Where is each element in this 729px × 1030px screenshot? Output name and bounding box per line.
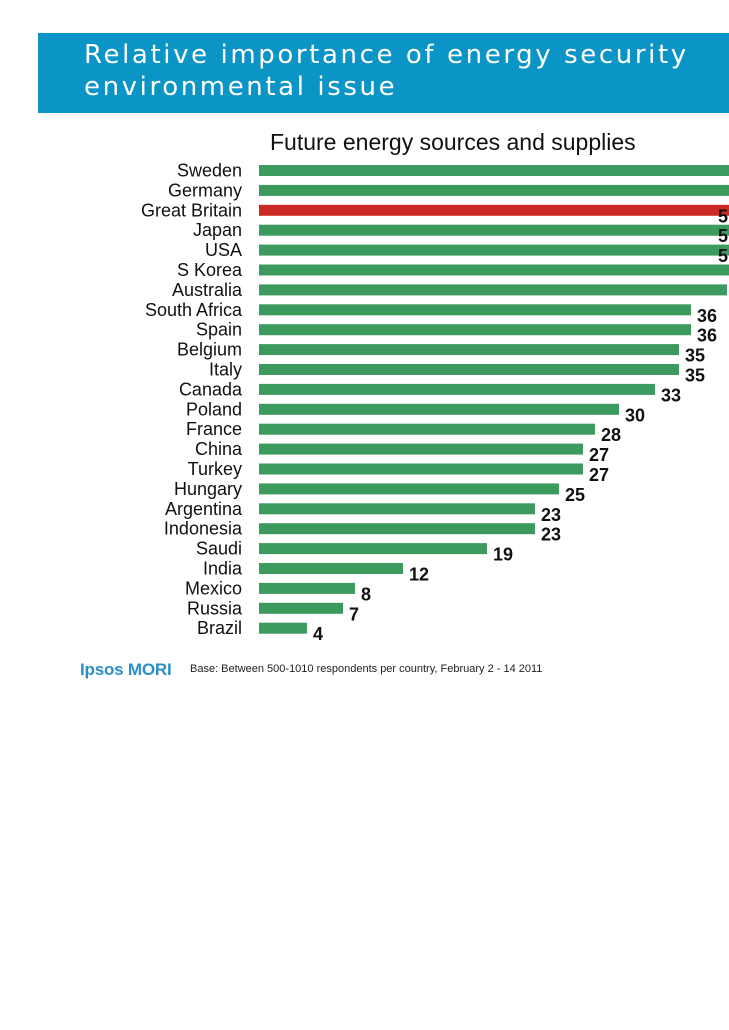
value-label: 5 [718,246,728,266]
category-label: Russia [187,598,243,618]
bar-india [259,563,403,574]
title-banner: Relative importance of energy security e… [38,33,729,113]
base-note: Base: Between 500-1010 respondents per c… [190,663,543,675]
category-label: India [203,559,243,579]
value-label: 23 [541,505,561,525]
value-label: 27 [589,445,609,465]
page-title: Relative importance of energy security e… [84,40,689,102]
category-label: Sweden [177,161,242,181]
category-label: Poland [186,399,242,419]
category-label: Saudi [196,539,242,559]
bar-france [259,423,595,435]
category-label: Spain [196,320,242,340]
category-label: S Korea [177,260,243,280]
category-label: France [186,419,242,439]
category-label: Italy [209,360,242,380]
bar-great-britain [259,204,729,216]
bar-russia [259,602,343,614]
bar-south-africa [259,304,691,316]
bar-australia [259,284,727,296]
bar-hungary [259,483,559,495]
value-label: 7 [349,604,359,624]
value-label: 5 [718,206,728,226]
category-label: Argentina [165,499,243,519]
value-label: 4 [313,624,323,644]
category-label: Great Britain [141,200,242,220]
bar-sweden [259,165,729,176]
bar-indonesia [259,523,535,535]
bar-belgium [259,344,679,356]
category-label: Indonesia [164,519,243,539]
bar-china [259,443,583,455]
bar-poland [259,403,619,415]
category-label: Mexico [185,578,242,598]
category-label: South Africa [145,300,243,320]
bar-mexico [259,582,355,594]
bar-canada [259,383,655,395]
bar-argentina [259,503,535,515]
bar-usa [259,244,729,256]
value-label: 19 [493,545,513,565]
category-label: Turkey [188,459,242,479]
value-label: 30 [625,405,645,425]
value-label: 33 [661,385,681,405]
value-label: 35 [685,346,705,366]
value-label: 5 [718,226,728,246]
category-label: Belgium [177,340,242,360]
bar-chart: Future energy sources and supplies Swede… [141,129,729,644]
value-label: 27 [589,465,609,485]
category-label: China [195,439,243,459]
value-label: 12 [409,565,429,585]
bar-germany [259,184,729,196]
value-label: 23 [541,525,561,545]
value-label: 35 [685,366,705,386]
bar-s-korea [259,264,729,276]
value-label: 28 [601,425,621,445]
category-label: Canada [179,379,243,399]
bar-spain [259,324,691,336]
ipsos-mori-logo: Ipsos MORI [80,660,172,679]
value-label: 36 [697,326,717,346]
category-label: Japan [193,220,242,240]
category-label: Australia [172,280,243,300]
value-label: 25 [565,485,585,505]
chart-title: Future energy sources and supplies [270,129,636,155]
value-label: 36 [697,306,717,326]
bar-turkey [259,463,583,475]
bar-japan [259,224,729,236]
bar-italy [259,364,679,375]
category-label: Hungary [174,479,242,499]
bar-saudi [259,543,487,555]
category-label: USA [205,240,242,260]
bar-brazil [259,622,307,634]
value-label: 8 [361,584,371,604]
category-label: Germany [168,180,242,200]
category-label: Brazil [197,618,242,638]
